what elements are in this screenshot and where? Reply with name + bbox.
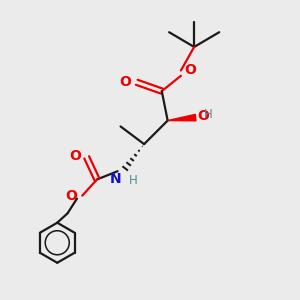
- Text: H: H: [129, 174, 137, 187]
- Text: O: O: [120, 75, 131, 89]
- Text: O: O: [70, 149, 81, 163]
- Text: H: H: [204, 108, 212, 121]
- Text: O: O: [197, 110, 209, 123]
- Polygon shape: [168, 114, 196, 121]
- Text: O: O: [65, 189, 77, 202]
- Text: O: O: [184, 63, 196, 77]
- Text: N: N: [110, 172, 121, 186]
